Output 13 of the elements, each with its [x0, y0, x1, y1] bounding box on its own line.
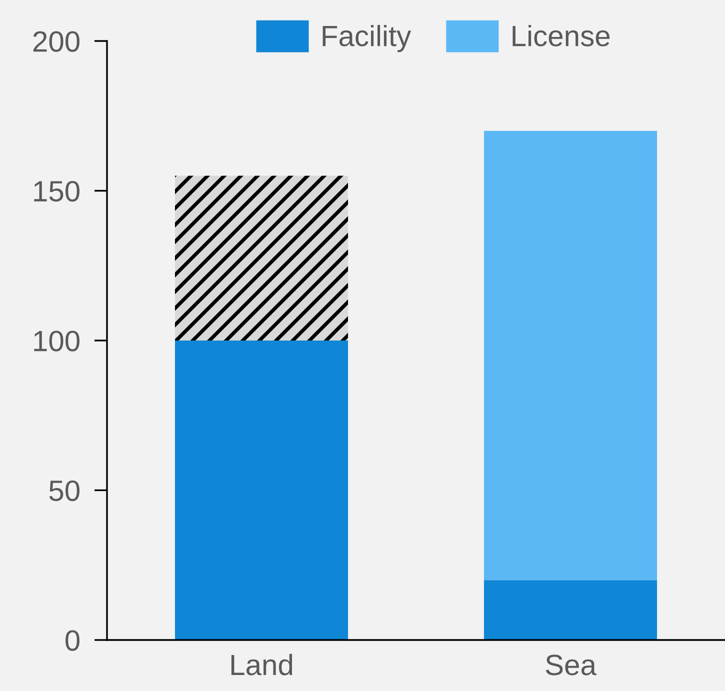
y-tick-label: 50 — [49, 480, 80, 502]
bar — [174, 340, 348, 640]
y-tick-label: 150 — [34, 180, 80, 202]
bar — [484, 580, 658, 640]
y-tick-label: 100 — [34, 330, 80, 352]
x-tick-label: Sea — [546, 654, 596, 676]
y-tick-label: 200 — [33, 31, 80, 52]
y-tick-label: 0 — [66, 630, 80, 651]
bar — [174, 176, 348, 340]
legend-label: Facility — [322, 24, 412, 52]
legend-label: License — [512, 24, 610, 46]
x-tick-label: Land — [231, 654, 292, 676]
bar — [484, 130, 658, 580]
